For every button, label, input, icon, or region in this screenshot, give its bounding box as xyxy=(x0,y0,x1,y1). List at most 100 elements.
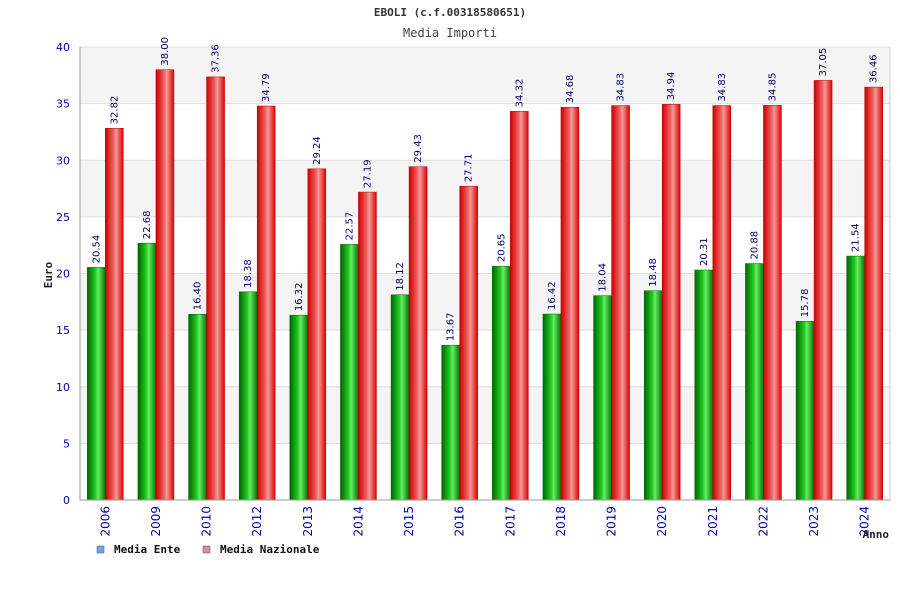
legend-label-media-ente: Media Ente xyxy=(114,543,181,556)
bar-media-ente-2021 xyxy=(694,269,714,501)
y-axis-label: Euro xyxy=(42,261,55,288)
x-tick-label-2024: 2024 xyxy=(858,506,872,537)
bar-media-ente-2020 xyxy=(643,290,663,501)
data-label-media-nazionale-2009: 38.00 xyxy=(160,37,171,66)
bar-media-nazionale-2016 xyxy=(459,185,478,501)
data-label-media-nazionale-2013: 29.24 xyxy=(312,136,323,165)
bar-media-ente-2014 xyxy=(340,244,359,501)
x-tick-label-2017: 2017 xyxy=(503,506,517,537)
x-tick-label-2016: 2016 xyxy=(453,506,467,537)
bar-media-ente-2017 xyxy=(492,265,511,501)
bar-media-nazionale-2017 xyxy=(510,111,529,501)
x-tick-label-2015: 2015 xyxy=(402,506,416,537)
y-tick-label: 10 xyxy=(56,381,70,394)
x-tick-label-2019: 2019 xyxy=(605,506,619,537)
y-tick-label: 5 xyxy=(63,437,70,450)
data-label-media-ente-2019: 18.04 xyxy=(598,263,609,292)
data-label-media-nazionale-2020: 34.94 xyxy=(666,72,677,101)
bar-media-ente-2023 xyxy=(795,321,815,501)
bar-media-ente-2013 xyxy=(289,314,309,501)
bar-media-ente-2006 xyxy=(87,267,106,501)
x-tick-label-2010: 2010 xyxy=(200,506,214,537)
data-label-media-ente-2010: 16.40 xyxy=(193,282,204,311)
bar-media-nazionale-2014 xyxy=(358,191,377,501)
data-label-media-ente-2015: 18.12 xyxy=(395,262,406,291)
bar-media-ente-2015 xyxy=(390,294,410,501)
data-labels: 20.54 32.82 22.68 38.00 16.40 37.36 18.38 34.79… xyxy=(91,37,879,341)
data-label-media-nazionale-2021: 34.83 xyxy=(717,73,728,102)
y-tick-label: 25 xyxy=(56,211,70,224)
x-tick-label-2006: 2006 xyxy=(98,506,112,537)
legend-label-media-nazionale: Media Nazionale xyxy=(220,543,320,556)
bar-media-ente-2018 xyxy=(542,313,562,501)
data-label-media-nazionale-2023: 37.05 xyxy=(818,48,829,77)
x-tick-label-2018: 2018 xyxy=(554,506,568,537)
data-label-media-ente-2017: 20.65 xyxy=(496,233,507,262)
bar-media-ente-2016 xyxy=(441,344,460,501)
data-label-media-ente-2016: 13.67 xyxy=(446,313,457,342)
data-label-media-nazionale-2019: 34.83 xyxy=(616,73,627,102)
bar-media-nazionale-2020 xyxy=(661,104,681,501)
bar-media-nazionale-2021 xyxy=(712,105,732,501)
x-tick-label-2021: 2021 xyxy=(706,506,720,537)
chart-title: EBOLI (c.f.00318580651) xyxy=(374,6,526,19)
chart-subtitle: Media Importi xyxy=(403,26,497,40)
data-label-media-ente-2012: 18.38 xyxy=(243,259,254,288)
legend: Media Ente Media Nazionale xyxy=(96,543,320,556)
bar-media-ente-2019 xyxy=(593,295,612,501)
bar-media-nazionale-2010 xyxy=(206,76,225,501)
data-label-media-nazionale-2018: 34.68 xyxy=(565,75,576,104)
y-tick-label: 40 xyxy=(56,41,70,54)
data-label-media-nazionale-2010: 37.36 xyxy=(211,44,222,73)
y-tick-label: 30 xyxy=(56,154,70,167)
data-label-media-ente-2021: 20.31 xyxy=(699,237,710,266)
y-tick-label: 35 xyxy=(56,98,70,111)
x-tick-label-2022: 2022 xyxy=(756,506,770,537)
data-label-media-nazionale-2012: 34.79 xyxy=(261,73,272,102)
data-label-media-nazionale-2016: 27.71 xyxy=(464,154,475,183)
data-label-media-ente-2023: 15.78 xyxy=(800,289,811,318)
x-tick-label-2020: 2020 xyxy=(655,506,669,537)
x-tick-label-2014: 2014 xyxy=(351,506,365,537)
data-label-media-ente-2018: 16.42 xyxy=(547,281,558,310)
bar-media-nazionale-2006 xyxy=(105,128,124,501)
bar-media-nazionale-2013 xyxy=(307,168,327,501)
x-axis-label: Anno xyxy=(863,528,890,541)
x-tick-label-2013: 2013 xyxy=(301,506,315,537)
legend-swatch-media-ente xyxy=(96,545,105,554)
bar-media-ente-2022 xyxy=(745,263,764,501)
bar-media-nazionale-2009 xyxy=(155,69,175,501)
data-label-media-ente-2024: 21.54 xyxy=(851,223,862,252)
y-tick-label: 0 xyxy=(63,494,70,507)
bar-media-ente-2009 xyxy=(137,242,157,501)
bar-media-nazionale-2015 xyxy=(408,166,428,501)
data-label-media-ente-2006: 20.54 xyxy=(91,235,102,264)
data-label-media-ente-2013: 16.32 xyxy=(294,283,305,312)
y-tick-label: 20 xyxy=(56,268,70,281)
x-tick-label-2009: 2009 xyxy=(149,506,163,537)
data-label-media-nazionale-2015: 29.43 xyxy=(413,134,424,163)
data-label-media-nazionale-2017: 34.32 xyxy=(514,79,525,108)
x-tick-label-2023: 2023 xyxy=(807,506,821,537)
bar-media-nazionale-2022 xyxy=(763,105,782,501)
y-tick-label: 15 xyxy=(56,324,70,337)
data-label-media-ente-2022: 20.88 xyxy=(749,231,760,260)
data-label-media-ente-2020: 18.48 xyxy=(648,258,659,287)
legend-swatch-media-nazionale xyxy=(202,545,211,554)
bar-media-ente-2010 xyxy=(188,314,207,501)
bar-media-nazionale-2023 xyxy=(813,80,833,501)
x-tick-label-2012: 2012 xyxy=(250,506,264,537)
y-axis-ticks: 0 5 10 15 20 25 30 35 40 xyxy=(56,41,81,507)
data-label-media-ente-2014: 22.57 xyxy=(344,212,355,241)
data-label-media-ente-2009: 22.68 xyxy=(142,211,153,240)
x-axis-ticks: 2006 2009 2010 2012 2013 2014 2015 2016 2017 2018… xyxy=(80,499,890,537)
bar-media-nazionale-2019 xyxy=(611,105,630,501)
data-label-media-nazionale-2024: 36.46 xyxy=(869,54,880,83)
data-label-media-nazionale-2014: 27.19 xyxy=(362,159,373,188)
bar-media-nazionale-2024 xyxy=(864,86,883,501)
data-label-media-nazionale-2006: 32.82 xyxy=(109,96,120,125)
bars-group xyxy=(87,69,883,501)
bar-media-ente-2024 xyxy=(846,255,865,501)
bar-media-nazionale-2018 xyxy=(560,106,580,501)
